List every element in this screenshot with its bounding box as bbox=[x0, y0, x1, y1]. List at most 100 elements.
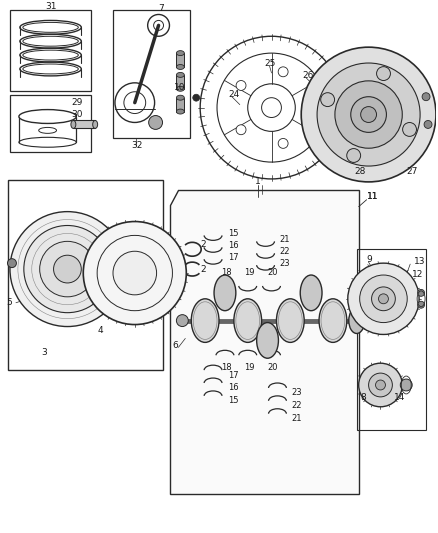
Ellipse shape bbox=[23, 22, 78, 33]
Circle shape bbox=[371, 287, 396, 311]
Text: 17: 17 bbox=[228, 370, 239, 379]
Text: 18: 18 bbox=[221, 268, 232, 277]
Text: 10: 10 bbox=[174, 83, 186, 92]
Text: 8: 8 bbox=[360, 393, 367, 402]
Polygon shape bbox=[170, 190, 359, 494]
Circle shape bbox=[360, 107, 377, 123]
Ellipse shape bbox=[276, 299, 304, 342]
Circle shape bbox=[10, 212, 125, 327]
Circle shape bbox=[148, 116, 162, 130]
Bar bbox=[177, 53, 184, 67]
Text: 16: 16 bbox=[228, 383, 239, 392]
Circle shape bbox=[113, 251, 157, 295]
Ellipse shape bbox=[23, 36, 78, 46]
Circle shape bbox=[348, 263, 419, 335]
Ellipse shape bbox=[39, 127, 57, 133]
Ellipse shape bbox=[214, 275, 236, 311]
Text: 24: 24 bbox=[228, 90, 239, 99]
Circle shape bbox=[375, 380, 385, 390]
Text: 26: 26 bbox=[302, 71, 314, 80]
Circle shape bbox=[347, 149, 360, 163]
Circle shape bbox=[377, 67, 390, 80]
Bar bbox=[357, 249, 426, 430]
Ellipse shape bbox=[177, 51, 184, 55]
Text: 6: 6 bbox=[173, 341, 178, 350]
Circle shape bbox=[193, 94, 200, 101]
Circle shape bbox=[417, 289, 424, 296]
Text: 2: 2 bbox=[200, 264, 206, 273]
Text: 23: 23 bbox=[291, 389, 302, 398]
Text: 1: 1 bbox=[255, 177, 261, 187]
Circle shape bbox=[83, 222, 186, 325]
Text: 9: 9 bbox=[367, 255, 372, 264]
Circle shape bbox=[321, 93, 335, 107]
Text: 21: 21 bbox=[291, 414, 302, 423]
Circle shape bbox=[335, 81, 402, 148]
Text: 15: 15 bbox=[228, 397, 238, 405]
Text: 4: 4 bbox=[97, 326, 103, 335]
Ellipse shape bbox=[234, 299, 261, 342]
Text: 23: 23 bbox=[279, 259, 290, 268]
Ellipse shape bbox=[371, 311, 382, 330]
Ellipse shape bbox=[177, 109, 184, 114]
Text: 14: 14 bbox=[394, 393, 406, 402]
Circle shape bbox=[359, 363, 402, 407]
Text: 28: 28 bbox=[355, 167, 366, 176]
Circle shape bbox=[301, 47, 436, 182]
Bar bbox=[74, 120, 95, 128]
Bar bbox=[10, 10, 91, 91]
Circle shape bbox=[317, 63, 420, 166]
Circle shape bbox=[378, 294, 389, 304]
Circle shape bbox=[40, 241, 95, 297]
Text: 17: 17 bbox=[228, 253, 239, 262]
Text: 30: 30 bbox=[71, 110, 83, 119]
Ellipse shape bbox=[23, 64, 78, 74]
Text: 19: 19 bbox=[244, 362, 254, 372]
Bar bbox=[10, 95, 91, 152]
Circle shape bbox=[400, 379, 412, 391]
Ellipse shape bbox=[381, 313, 389, 328]
Ellipse shape bbox=[71, 120, 76, 128]
Text: 31: 31 bbox=[46, 2, 57, 11]
Text: 21: 21 bbox=[279, 235, 290, 244]
Ellipse shape bbox=[177, 72, 184, 77]
Ellipse shape bbox=[257, 322, 279, 358]
Circle shape bbox=[304, 103, 314, 112]
Circle shape bbox=[24, 225, 111, 313]
Circle shape bbox=[7, 259, 16, 268]
Text: 19: 19 bbox=[244, 268, 254, 277]
Text: 18: 18 bbox=[221, 362, 232, 372]
Text: 5: 5 bbox=[6, 298, 12, 307]
Ellipse shape bbox=[93, 120, 98, 128]
Ellipse shape bbox=[177, 86, 184, 91]
Text: 13: 13 bbox=[414, 257, 426, 265]
Text: 12: 12 bbox=[412, 270, 424, 279]
Text: 2: 2 bbox=[200, 240, 206, 249]
Text: 20: 20 bbox=[268, 362, 278, 372]
Text: 7: 7 bbox=[159, 4, 164, 13]
Text: 20: 20 bbox=[268, 268, 278, 277]
Bar bbox=[177, 98, 184, 111]
Circle shape bbox=[360, 275, 407, 322]
Circle shape bbox=[417, 301, 424, 308]
Circle shape bbox=[278, 139, 288, 148]
Circle shape bbox=[403, 123, 417, 136]
Text: 3: 3 bbox=[42, 348, 47, 357]
Circle shape bbox=[369, 373, 392, 397]
Ellipse shape bbox=[319, 299, 347, 342]
Circle shape bbox=[351, 96, 386, 132]
Ellipse shape bbox=[300, 275, 322, 311]
Text: 27: 27 bbox=[406, 167, 417, 176]
Text: 22: 22 bbox=[279, 247, 290, 256]
Text: 15: 15 bbox=[228, 229, 238, 238]
Text: 22: 22 bbox=[291, 401, 302, 410]
Bar bbox=[113, 10, 190, 138]
Text: 11: 11 bbox=[367, 192, 378, 201]
Circle shape bbox=[422, 93, 430, 101]
Ellipse shape bbox=[177, 95, 184, 100]
Circle shape bbox=[236, 125, 246, 135]
Bar bbox=[177, 75, 184, 89]
Circle shape bbox=[278, 67, 288, 77]
Ellipse shape bbox=[23, 50, 78, 60]
Circle shape bbox=[177, 314, 188, 327]
